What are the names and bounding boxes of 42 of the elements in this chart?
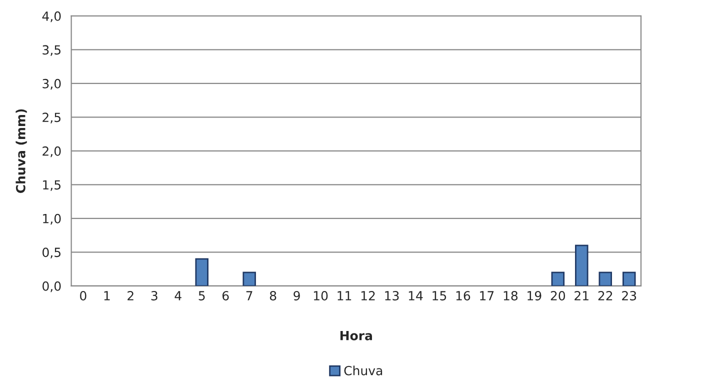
x-tick-label: 8 (270, 290, 276, 300)
x-tick-label: 12 (361, 290, 375, 300)
y-tick-label: 1,5 (43, 180, 60, 191)
y-tick-label: 0,5 (42, 248, 60, 258)
x-tick-label: 10 (314, 290, 328, 300)
y-axis-title: Chuva (mm) (16, 109, 27, 193)
x-tick-label: 15 (432, 291, 446, 300)
bar (598, 272, 612, 286)
x-tick-label: 0 (80, 290, 86, 300)
x-tick-label: 21 (574, 290, 588, 300)
y-tick-label: 2,0 (42, 146, 61, 158)
x-tick-label: 14 (408, 291, 423, 300)
y-tick-label: 0,0 (42, 281, 61, 292)
x-tick-label: 13 (385, 290, 399, 300)
x-tick-label: 3 (151, 290, 158, 300)
x-tick-label: 19 (528, 290, 542, 300)
x-tick-label: 20 (550, 290, 566, 300)
x-tick-label: 23 (622, 290, 636, 300)
bar (622, 272, 636, 286)
y-tick-label: 3,5 (42, 45, 60, 56)
y-tick-label: 3,0 (42, 78, 61, 90)
y-tick-label: 2,5 (42, 112, 60, 124)
x-tick-label: 6 (222, 290, 229, 300)
bar (575, 244, 588, 286)
x-tick-label: 22 (598, 290, 612, 300)
x-axis-title: Hora (340, 331, 372, 340)
x-tick-label: 9 (294, 290, 300, 300)
bar (242, 272, 256, 286)
x-tick-label: 7 (246, 291, 252, 300)
x-tick-label: 17 (480, 291, 494, 300)
x-tick-label: 5 (198, 291, 205, 300)
legend-label: Chuva (344, 366, 382, 376)
bar (551, 272, 565, 286)
x-tick-label: 4 (174, 291, 182, 300)
bar (195, 258, 208, 286)
y-tick-label: 1,0 (43, 214, 61, 225)
x-tick-label: 2 (128, 290, 134, 300)
x-tick-label: 16 (456, 290, 470, 300)
x-tick-label: 18 (504, 290, 518, 300)
x-tick-label: 11 (338, 291, 352, 300)
x-tick-label: 1 (104, 291, 110, 300)
y-tick-label: 4,0 (42, 11, 61, 22)
